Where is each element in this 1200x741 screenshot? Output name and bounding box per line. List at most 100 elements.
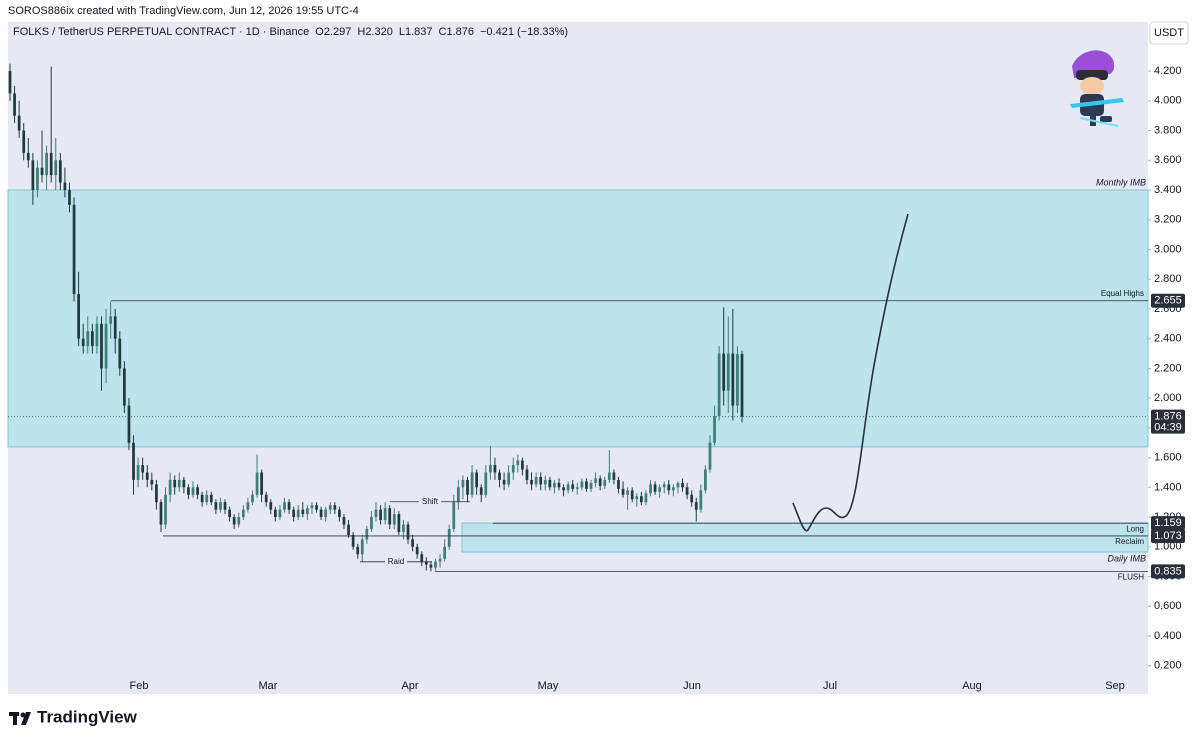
x-tick-label: Feb [130,680,149,692]
currency[interactable]: USDT [1154,27,1184,39]
candle-body [228,509,231,518]
x-tick-label: Jun [683,680,701,692]
candle-body [26,152,30,161]
currency-box[interactable] [1149,21,1189,45]
candle-body [164,494,167,525]
candle-body [566,484,570,491]
candle-body [17,115,21,131]
candle-body [392,514,396,525]
candle-body [713,415,716,443]
price-tag-bg [1151,528,1185,543]
candle-body [123,368,126,406]
candle-body [90,331,94,347]
x-tick-label: Apr [401,680,418,692]
candle-body [543,479,547,485]
candle-body [397,514,401,532]
candle-body [484,472,488,495]
candle-body [653,484,657,492]
candle-body [479,487,483,495]
y-tick-label: 2.800 [1154,273,1182,285]
candle-body [461,479,465,488]
ohlc-value: H2.320 [357,26,392,38]
candle-body [306,508,309,515]
candle-body [612,472,616,480]
candle-body [315,505,318,510]
candle-body [370,517,373,529]
candle-body [420,554,424,562]
candle-body [644,493,648,503]
candle-body [736,353,739,406]
y-tick-label: 2.200 [1154,362,1182,374]
candle-body [77,294,80,339]
candle-body [402,524,405,532]
y-tick-label: 3.600 [1154,154,1182,166]
ohlc-value: −0.421 (−18.33%) [480,26,568,38]
candle-body [95,323,99,347]
level-label: Reclaim [1115,537,1144,546]
candle-body [232,517,236,525]
ohlc-value: C1.876 [439,26,474,38]
zone-label: Daily IMB [1107,553,1146,563]
candle-body [489,465,492,473]
candle-body [273,509,277,518]
candle-body [699,490,703,510]
x-tick-label: May [538,680,559,692]
candle-body [365,528,369,540]
candle-body [296,509,300,518]
candle-body [447,528,451,547]
candle-body [589,482,593,489]
candle-body [722,353,726,391]
x-tick-label: Jul [823,680,837,692]
candle-body [585,481,588,489]
candle-body [694,502,698,510]
candle-body [241,509,245,518]
candle-body [113,316,117,339]
candle-body [360,539,364,555]
candle-body [438,558,442,562]
projection-path [792,213,909,532]
y-tick-label: 4.200 [1154,65,1182,77]
candle-body [49,152,53,176]
candle-body [516,460,520,466]
y-tick-label: 1.400 [1154,481,1182,493]
candle-body [525,469,529,480]
candle-body [406,524,410,540]
candle-body [411,539,414,547]
candle-body [260,472,263,495]
candle-body [662,484,666,488]
y-tick-label: 0.200 [1154,660,1182,672]
candle-body [31,160,35,190]
candle-body [22,130,26,153]
x-tick-label: Aug [962,680,982,692]
ohlc-value: L1.837 [399,26,433,38]
candle-body [726,353,730,391]
candle-body [681,482,684,488]
candle-body [205,494,209,503]
price-tag-bg [1151,564,1185,579]
candle-body [177,479,181,488]
level-label-bg [419,495,441,508]
candle-body [685,487,689,495]
y-tick-label: 2.000 [1154,392,1182,404]
candle-body [72,204,76,295]
credit: SOROS886ix created with TradingView.com,… [8,5,359,17]
candle-body [333,505,337,510]
candle-body [507,472,511,485]
candle-body [283,502,286,510]
candle-body [521,460,524,470]
candle-body [100,323,103,369]
y-tick-label: 0.600 [1154,600,1182,612]
candle-body [182,479,186,488]
y-tick-label: 3.800 [1154,124,1182,136]
candle-body [223,502,227,510]
candle-body [493,465,497,473]
candle-body [557,482,561,488]
candle-body [319,509,323,518]
candle-body [68,190,71,205]
candle-body [150,479,154,485]
candle-body [255,472,259,495]
candle-body [351,534,355,547]
candle-body [502,479,506,485]
candle-body [191,487,195,495]
